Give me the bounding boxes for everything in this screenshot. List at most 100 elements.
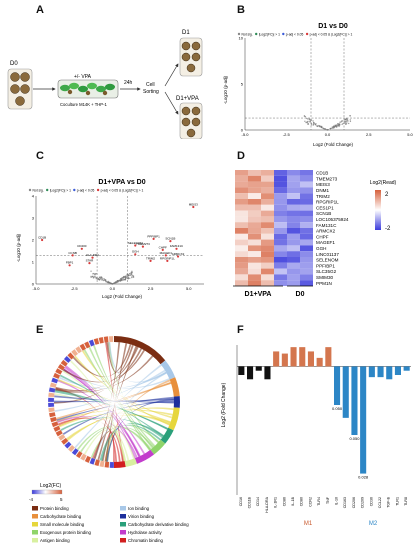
- heatmap-cell: [261, 187, 274, 194]
- data-point: [334, 126, 336, 128]
- category-swatch: [120, 522, 126, 527]
- heatmap-cell: [300, 274, 313, 281]
- x-tick-label: TLR8: [404, 497, 408, 506]
- chord-ribbon: [57, 378, 171, 424]
- heatmap-cell: [300, 187, 313, 194]
- heatmap-cell: [287, 170, 300, 176]
- heatmap-cell: [261, 175, 274, 182]
- category-arc: [169, 377, 180, 397]
- heatmap-cell: [235, 251, 248, 257]
- legend-entry: Not sig.: [33, 188, 44, 192]
- heatmap-cell: [274, 245, 287, 252]
- gene-arc: [70, 348, 79, 357]
- data-point: [306, 121, 308, 124]
- data-point: [327, 129, 329, 131]
- gene-label: MEIS3: [316, 182, 330, 187]
- group-right-label: D0: [296, 291, 305, 298]
- data-point: [175, 247, 178, 250]
- heatmap-cell: [248, 228, 261, 234]
- data-point: [329, 127, 332, 130]
- data-point: [80, 247, 83, 250]
- d1vpa-label: D1+VPA: [176, 96, 199, 102]
- data-point: [313, 122, 315, 124]
- x-tick-label: IL-1B: [291, 496, 295, 505]
- category-label: Virion binding: [128, 514, 155, 519]
- category-swatch: [32, 538, 38, 543]
- chord-ribbon: [105, 342, 125, 462]
- data-point: [307, 123, 310, 125]
- gene-label: CHPF: [316, 234, 329, 239]
- gene-arc: [47, 402, 55, 408]
- heatmap-cell: [287, 204, 300, 211]
- data-point: [343, 120, 345, 123]
- y-tick-label: 10: [239, 36, 244, 41]
- data-point: [134, 253, 137, 256]
- heatmap-cell: [261, 239, 274, 246]
- data-point: [331, 126, 334, 128]
- gene-arc: [63, 355, 72, 364]
- data-point: [71, 254, 74, 257]
- chord-ribbon: [55, 355, 154, 393]
- gene-label: SELENOM: [316, 258, 339, 263]
- d0-cells: [10, 72, 30, 106]
- heatmap-cell: [261, 233, 274, 240]
- legend-marker: [237, 32, 241, 36]
- data-point: [68, 264, 71, 267]
- bar-annotation: 0.028: [358, 475, 369, 480]
- x-axis-label: Log2 (Fold Change): [102, 294, 143, 299]
- heatmap-cell: [235, 199, 248, 205]
- legend-marker: [305, 32, 309, 36]
- heatmap-cell: [261, 228, 274, 234]
- data-point: [348, 122, 350, 125]
- bar: [238, 366, 245, 375]
- data-point: [100, 277, 102, 280]
- chord-ribbon: [56, 381, 172, 420]
- heatmap-cell: [261, 181, 274, 188]
- bar: [247, 366, 254, 380]
- x-tick-label: -5.0: [242, 132, 250, 137]
- data-point: [324, 128, 326, 130]
- heatmap-cell: [261, 280, 274, 286]
- gene-arc: [83, 341, 91, 349]
- data-point: [104, 279, 106, 281]
- group-brackets: D1+VPA D0: [233, 285, 313, 298]
- point-label: CD200: [77, 244, 87, 248]
- y-axis-label: -Log10 (p-adj): [16, 233, 21, 262]
- heatmap-cell: [248, 170, 261, 176]
- volcano-d1vpa-vs-d0: D1+VPA vs D0 Not sig. |Log2(FC)| > 1 p-adj…: [16, 179, 204, 299]
- heatmap-cell: [300, 257, 313, 263]
- gene-arc: [75, 450, 83, 459]
- chart-title: D1 vs D0: [318, 23, 348, 30]
- heatmap-cell: [300, 170, 313, 176]
- heatmap-cell: [248, 199, 261, 205]
- plot-area: -5.0 -2.5 0.0 2.5 5.0 0 5 10: [239, 36, 414, 138]
- gene-arc: [94, 459, 101, 467]
- gene-arc: [60, 359, 69, 367]
- sorting-label-1: Cell: [146, 82, 155, 88]
- data-point: [102, 279, 104, 281]
- legend-marker: [28, 188, 32, 192]
- chord-ribbon: [106, 342, 134, 373]
- data-point: [132, 276, 135, 278]
- heatmap-cell: [287, 262, 300, 269]
- heatmap-legend: Log2(Read) 2 -2: [370, 180, 397, 232]
- heatmap-cell: [300, 193, 313, 199]
- heatmap-cell: [261, 204, 274, 211]
- legend: Not sig. |Log2(FC)| > 1 p-adj < 0.05 p-adj …: [28, 188, 144, 192]
- heatmap-cell: [274, 228, 287, 234]
- d1-cells: [181, 41, 201, 73]
- gene-arc: [108, 335, 114, 343]
- data-point: [344, 120, 347, 122]
- heatmap-cell: [287, 251, 300, 257]
- panel-label-e: E: [36, 324, 44, 336]
- bar: [273, 351, 280, 367]
- data-point: [336, 124, 338, 126]
- chord-ribbon: [104, 430, 135, 462]
- legend-entry: p-adj < 0.05 & |Log2(FC)| > 1: [101, 188, 144, 192]
- volcano-d1-vs-d0: D1 vs D0 Not sig. |Log2(FC)| > 1 p-adj < 0…: [223, 23, 414, 147]
- data-point: [122, 279, 124, 281]
- heatmap-cell: [287, 193, 300, 199]
- data-point: [341, 120, 343, 122]
- data-point: [126, 273, 129, 276]
- time-label: 24h: [124, 80, 133, 86]
